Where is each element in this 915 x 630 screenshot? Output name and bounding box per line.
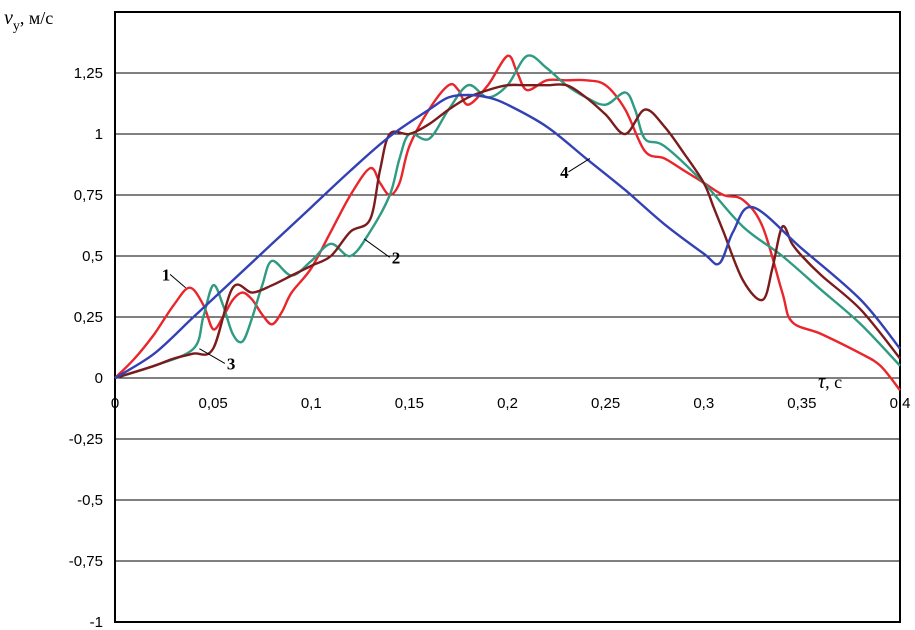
series-line-4 (114, 93, 901, 380)
y-tick-label: -0,5 (77, 492, 103, 509)
y-axis-unit: , м/с (20, 8, 53, 28)
y-tick-labels: 1,25 1 0,75 0,5 0,25 0 -0,25 -0,5 -0,75 -1 (69, 65, 103, 630)
callout-label-3: 3 (227, 354, 236, 373)
x-tick-label: 0,2 (497, 395, 518, 412)
callout-label-4: 4 (560, 163, 569, 182)
x-tick-label: 0,25 (591, 395, 620, 412)
series-line-1 (114, 54, 901, 391)
y-tick-label: 1 (95, 126, 103, 143)
y-axis-subscript: y (13, 19, 20, 34)
callout-label-2: 2 (392, 248, 401, 267)
x-tick-label: 0,1 (301, 395, 322, 412)
y-tick-label: 1,25 (74, 65, 103, 82)
callout-leader-2 (363, 238, 391, 258)
plot-frame (114, 11, 901, 623)
x-axis-unit: , с (825, 372, 842, 392)
callout-leader-1 (169, 274, 186, 289)
y-tick-label: 0 (95, 370, 103, 387)
x-tick-label: 0,4 (890, 395, 911, 412)
y-tick-label: -0,75 (69, 553, 103, 570)
x-tick-labels: 0 0,05 0,1 0,15 0,2 0,25 0,3 0,35 0,4 (111, 395, 911, 412)
x-axis-symbol: τ (818, 371, 826, 393)
y-tick-label: 0,5 (82, 248, 103, 265)
series-lines (114, 54, 901, 391)
callout-leader-3 (199, 348, 226, 364)
x-tick-label: 0 (111, 395, 119, 412)
y-tick-label: 0,25 (74, 309, 103, 326)
y-tick-label: -1 (90, 614, 103, 630)
x-tick-label: 0,15 (395, 395, 424, 412)
y-tick-label: 0,75 (74, 187, 103, 204)
series-callouts: 1 2 3 4 (162, 157, 591, 373)
series-line-2 (114, 54, 901, 380)
y-tick-label: -0,25 (69, 431, 103, 448)
x-tick-label: 0,05 (199, 395, 228, 412)
x-axis-label: τ, с (818, 371, 842, 393)
x-tick-label: 0,3 (693, 395, 714, 412)
series-line-3 (114, 83, 901, 380)
y-axis-symbol: v (4, 7, 13, 29)
callout-leader-4 (568, 157, 591, 173)
x-tick-label: 0,35 (787, 395, 816, 412)
grid-lines (115, 72, 900, 562)
y-axis-label: vy, м/с (4, 7, 53, 34)
callout-label-1: 1 (162, 265, 171, 284)
